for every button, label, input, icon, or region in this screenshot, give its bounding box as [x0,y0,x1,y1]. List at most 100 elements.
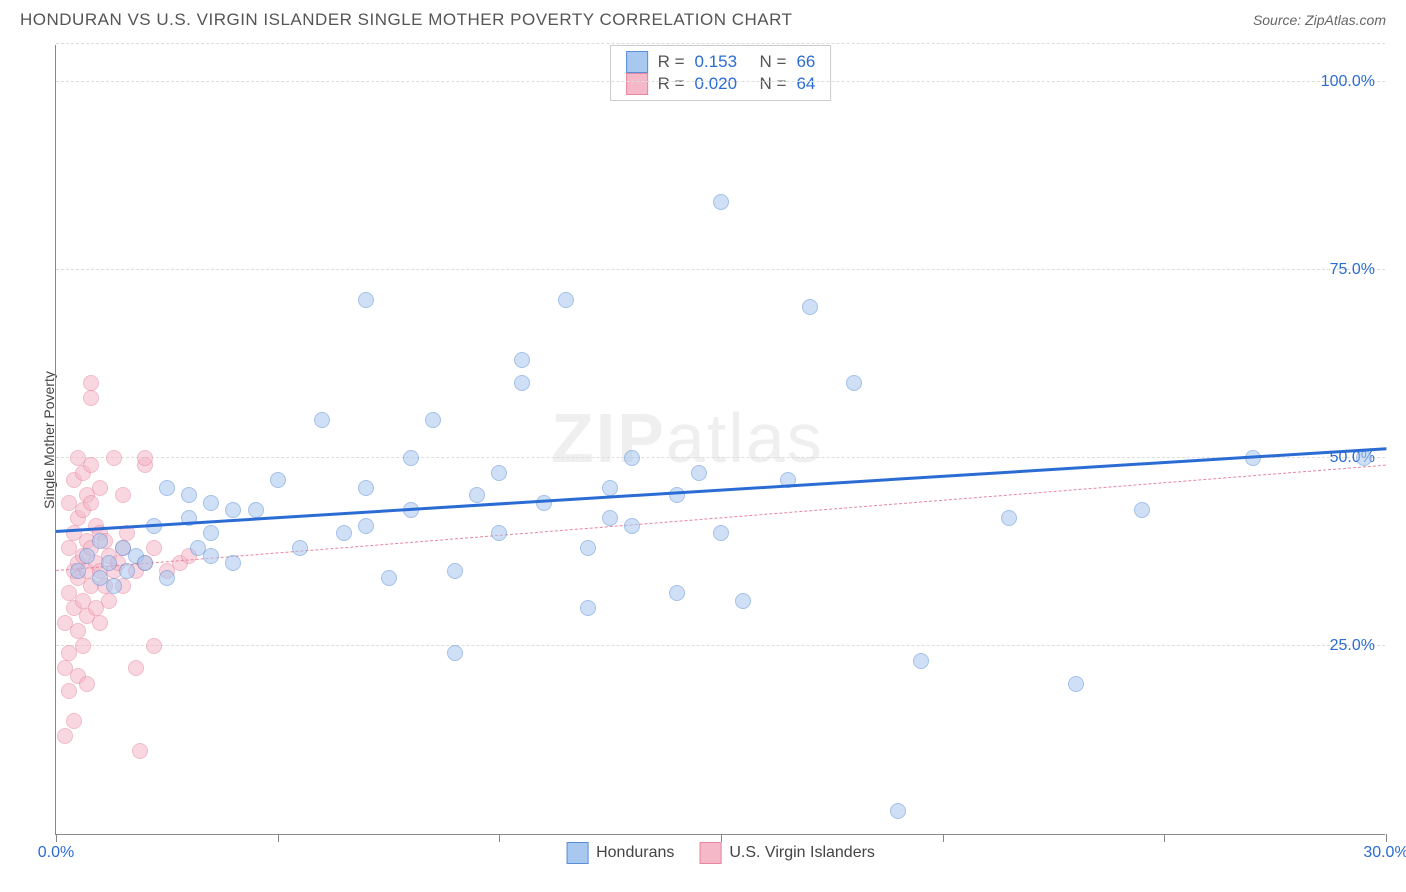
chart-title: HONDURAN VS U.S. VIRGIN ISLANDER SINGLE … [20,10,792,30]
data-point-honduran [447,563,463,579]
n-label: N = [760,74,787,94]
data-point-honduran [602,510,618,526]
data-point-honduran [79,548,95,564]
data-point-honduran [159,480,175,496]
data-point-usvi [57,728,73,744]
x-tick [1386,834,1387,842]
data-point-honduran [1356,450,1372,466]
gridline [56,645,1385,646]
data-point-honduran [203,525,219,541]
data-point-usvi [146,540,162,556]
y-tick-label: 25.0% [1330,637,1375,655]
x-tick [499,834,500,842]
data-point-usvi [128,660,144,676]
trend-line-honduran [56,447,1386,533]
data-point-honduran [469,487,485,503]
legend-item: U.S. Virgin Islanders [699,842,875,864]
data-point-usvi [70,623,86,639]
data-point-honduran [292,540,308,556]
data-point-honduran [314,412,330,428]
data-point-usvi [83,390,99,406]
scatter-plot-area: ZIPatlas R = 0.153 N = 66 R = 0.020 N = … [55,45,1385,835]
r-label: R = [658,52,685,72]
data-point-honduran [713,194,729,210]
data-point-honduran [846,375,862,391]
r-value: 0.020 [695,74,750,94]
x-tick [56,834,57,842]
data-point-honduran [691,465,707,481]
gridline [56,457,1385,458]
swatch-icon [626,51,648,73]
stats-legend-box: R = 0.153 N = 66 R = 0.020 N = 64 [610,45,832,101]
data-point-honduran [1068,676,1084,692]
data-point-honduran [101,555,117,571]
x-tick [721,834,722,842]
data-point-honduran [669,487,685,503]
data-point-honduran [425,412,441,428]
data-point-honduran [225,502,241,518]
data-point-usvi [132,743,148,759]
watermark-text: ZIPatlas [551,398,824,478]
data-point-honduran [514,375,530,391]
x-tick-label: 30.0% [1363,844,1406,862]
data-point-honduran [491,525,507,541]
data-point-honduran [106,578,122,594]
data-point-honduran [713,525,729,541]
data-point-honduran [248,502,264,518]
stats-row-honduran: R = 0.153 N = 66 [626,51,816,73]
x-tick [1164,834,1165,842]
data-point-honduran [514,352,530,368]
data-point-honduran [580,540,596,556]
data-point-usvi [92,480,108,496]
data-point-honduran [1134,502,1150,518]
chart-source: Source: ZipAtlas.com [1253,12,1386,28]
data-point-usvi [83,457,99,473]
n-value: 64 [796,74,815,94]
data-point-usvi [92,615,108,631]
data-point-honduran [92,533,108,549]
legend-label: Hondurans [596,844,674,862]
data-point-honduran [602,480,618,496]
data-point-honduran [491,465,507,481]
swatch-icon [699,842,721,864]
data-point-honduran [580,600,596,616]
data-point-honduran [159,570,175,586]
data-point-usvi [79,676,95,692]
data-point-usvi [61,683,77,699]
r-value: 0.153 [695,52,750,72]
data-point-usvi [137,450,153,466]
data-point-usvi [75,638,91,654]
data-point-usvi [106,450,122,466]
data-point-honduran [336,525,352,541]
data-point-honduran [802,299,818,315]
gridline [56,269,1385,270]
data-point-usvi [115,487,131,503]
data-point-honduran [358,518,374,534]
data-point-usvi [146,638,162,654]
data-point-usvi [101,593,117,609]
data-point-usvi [83,375,99,391]
stats-row-usvi: R = 0.020 N = 64 [626,73,816,95]
data-point-honduran [225,555,241,571]
swatch-icon [566,842,588,864]
data-point-honduran [181,487,197,503]
data-point-honduran [358,480,374,496]
x-tick [278,834,279,842]
data-point-honduran [358,292,374,308]
data-point-usvi [83,495,99,511]
x-tick [943,834,944,842]
data-point-honduran [624,450,640,466]
data-point-usvi [66,713,82,729]
data-point-honduran [119,563,135,579]
gridline [56,81,1385,82]
legend-item: Hondurans [566,842,674,864]
series-legend: Hondurans U.S. Virgin Islanders [566,842,875,864]
data-point-honduran [735,593,751,609]
data-point-honduran [137,555,153,571]
y-tick-label: 100.0% [1321,73,1375,91]
data-point-honduran [403,450,419,466]
data-point-honduran [270,472,286,488]
y-tick-label: 75.0% [1330,261,1375,279]
n-label: N = [760,52,787,72]
swatch-icon [626,73,648,95]
